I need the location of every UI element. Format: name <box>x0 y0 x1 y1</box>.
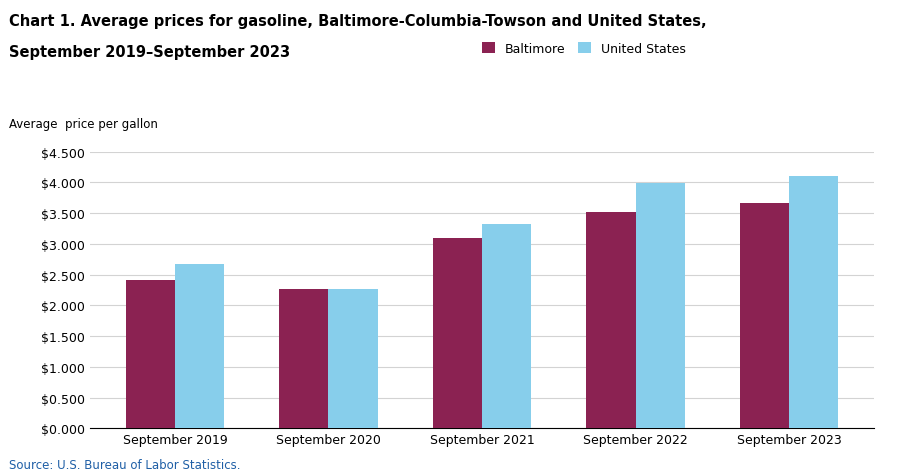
Bar <box>279 289 329 428</box>
Bar <box>126 281 175 428</box>
Bar <box>635 183 685 428</box>
Bar <box>175 265 224 428</box>
Text: Source: U.S. Bureau of Labor Statistics.: Source: U.S. Bureau of Labor Statistics. <box>9 458 241 471</box>
Text: Chart 1. Average prices for gasoline, Baltimore-Columbia-Towson and United State: Chart 1. Average prices for gasoline, Ba… <box>9 14 706 29</box>
Bar <box>432 238 482 428</box>
Text: September 2019–September 2023: September 2019–September 2023 <box>9 45 290 60</box>
Bar <box>740 203 789 428</box>
Text: Average  price per gallon: Average price per gallon <box>9 118 158 131</box>
Bar <box>329 290 378 428</box>
Legend: Baltimore, United States: Baltimore, United States <box>482 43 686 56</box>
Bar <box>789 177 838 428</box>
Bar <box>482 224 532 428</box>
Bar <box>587 212 635 428</box>
